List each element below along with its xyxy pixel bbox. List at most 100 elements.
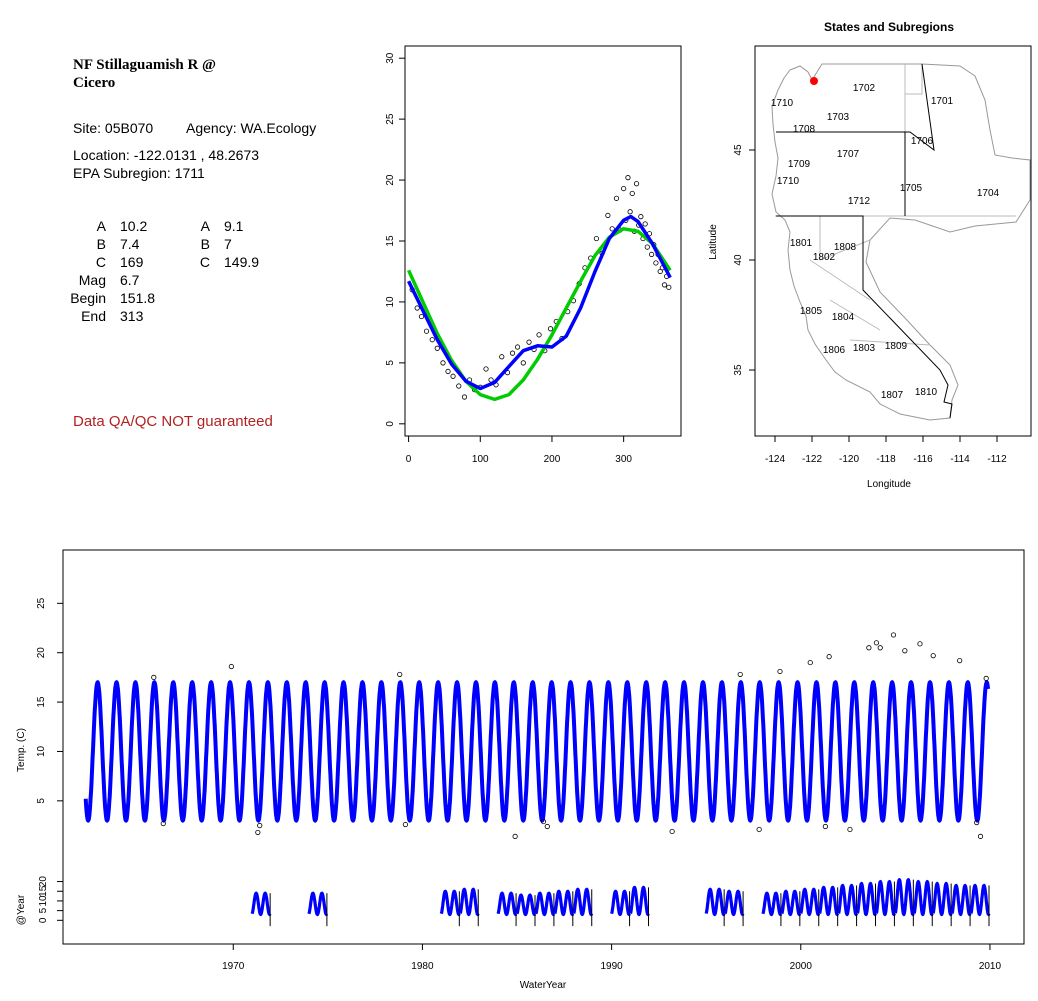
x-tick-label: 0 <box>406 454 412 465</box>
data-point <box>547 326 554 332</box>
outlier-point <box>977 833 984 839</box>
year-segment <box>799 887 821 917</box>
region-label: 1704 <box>977 188 1000 199</box>
x-axis-label: WaterYear <box>520 980 567 991</box>
plot-frame <box>62 549 1025 945</box>
region-label: 1810 <box>915 387 938 398</box>
map-region-labels: 1702 1701 1710 1703 1708 1706 1707 1709 … <box>771 83 1000 401</box>
outlier-point <box>756 826 762 833</box>
blue-fit-curve <box>407 214 672 391</box>
data-point <box>627 209 633 215</box>
outlier-point <box>669 828 675 835</box>
outlier-point <box>873 640 880 646</box>
outlier-point <box>255 829 261 836</box>
data-point <box>644 244 650 250</box>
data-point <box>605 212 611 219</box>
x-tick-label: 2000 <box>790 961 813 972</box>
year-segment <box>534 891 556 917</box>
outlier-point <box>151 674 157 680</box>
coef-value: 313 <box>120 308 144 324</box>
map-x-tick-label: -124 <box>765 454 785 465</box>
region-label: 1702 <box>853 83 876 94</box>
year-segment <box>893 878 915 917</box>
map-x-ticks: -124 -122 -120 -118 -116 -114 -112 <box>765 436 1007 465</box>
data-point <box>621 185 627 192</box>
y-tick-label: 10 <box>38 895 49 907</box>
year-segment <box>628 885 650 917</box>
data-point <box>638 214 644 220</box>
y-tick-label: 10 <box>385 296 396 308</box>
data-point <box>429 337 435 343</box>
region-label: 1710 <box>771 98 794 109</box>
y-tick-label: 30 <box>385 52 396 64</box>
outlier-point <box>777 668 783 675</box>
seasonal-model-line <box>83 680 991 823</box>
region-label: 1806 <box>823 345 846 356</box>
y-tick-label: 10 <box>36 745 47 757</box>
year-segment <box>250 891 272 917</box>
coef-value: 9.1 <box>224 218 244 234</box>
y-tick-label: 5 <box>385 360 396 366</box>
year-segment <box>723 889 745 917</box>
map-title: States and Subregions <box>824 20 954 34</box>
map-state-boundary <box>776 215 953 419</box>
coef-value: 151.8 <box>120 290 156 306</box>
data-point <box>450 373 456 379</box>
region-label: 1705 <box>900 183 923 194</box>
coef-row: B 7.4 <box>60 235 155 253</box>
coef-label: End <box>81 308 106 324</box>
coef-label: B <box>200 236 210 252</box>
time-series-plot: 1970 1980 1990 2000 2010510152025WaterYearTe… <box>16 549 1025 991</box>
outlier-point <box>917 641 923 647</box>
map-x-tick-label: -122 <box>802 454 822 465</box>
outlier-point <box>902 648 908 654</box>
map-axes: -124 -122 -120 -118 -116 -114 -112 35 40… <box>708 144 1007 490</box>
outlier-point <box>737 671 743 678</box>
data-point <box>520 360 526 366</box>
coef-row: C 169 <box>60 253 155 271</box>
year-strip-lines <box>250 878 991 927</box>
outlier-point <box>983 675 989 681</box>
coefficients-left: A 10.2 B 7.4 C 169 Mag 6.7 Begin 151.8 End 313 <box>60 217 155 325</box>
outlier-point <box>957 658 963 664</box>
map-state-boundary-2 <box>776 63 935 216</box>
year-segment <box>553 889 575 917</box>
y-tick-label: 0 <box>38 917 49 923</box>
data-point <box>434 345 440 351</box>
year-segment <box>874 880 896 917</box>
qa-disclaimer: Data QA/QC NOT guaranteed <box>73 413 273 430</box>
y-tick-label: 15 <box>36 696 47 708</box>
coef-value: 7.4 <box>120 236 140 252</box>
year-segment <box>855 881 877 917</box>
data-point <box>461 394 468 400</box>
region-label: 1808 <box>834 242 857 253</box>
region-label: 1804 <box>832 312 855 323</box>
data-point <box>666 284 672 290</box>
region-label: 1712 <box>848 196 871 207</box>
coef-label: A <box>96 218 106 234</box>
region-label: 1710 <box>777 176 800 187</box>
region-label: 1709 <box>788 159 811 170</box>
outlier-points <box>151 632 989 839</box>
outlier-point <box>228 663 234 670</box>
site-id: Site: 05B070 <box>73 120 154 136</box>
outlier-point <box>512 833 518 839</box>
data-point <box>649 251 655 258</box>
data-point <box>509 350 516 356</box>
site-title: NF Stillaguamish R @ Cicero <box>73 56 333 92</box>
map-x-tick-label: -114 <box>950 454 970 465</box>
year-segment <box>818 885 840 917</box>
data-point <box>423 328 430 334</box>
y-tick-label: 5 <box>38 907 49 913</box>
coef-row: Mag 6.7 <box>60 271 155 289</box>
year-segment <box>515 893 537 917</box>
outlier-point <box>866 645 872 651</box>
y-tick-label: 25 <box>385 113 396 125</box>
region-label: 1801 <box>790 238 813 249</box>
y-tick-label: 0 <box>385 421 396 427</box>
region-label: 1809 <box>885 341 908 352</box>
